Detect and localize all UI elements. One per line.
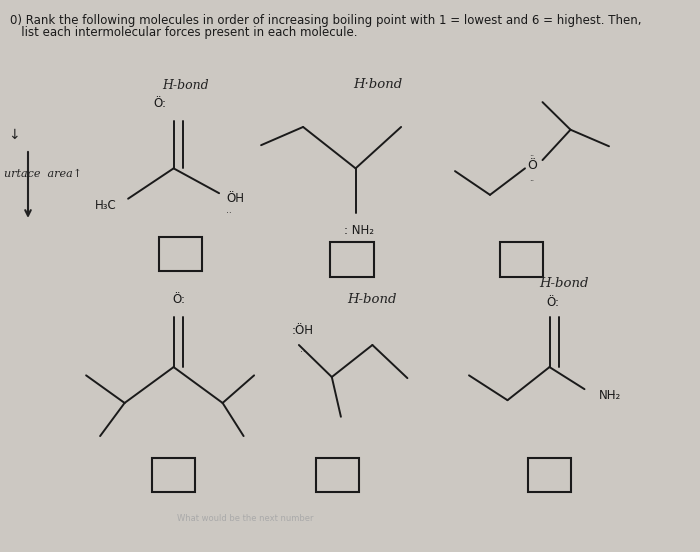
Text: NH₂: NH₂ [598,389,621,402]
Text: ..: .. [226,206,232,215]
Text: What would be the next number: What would be the next number [176,514,314,523]
Text: urtace  area↑: urtace area↑ [4,169,82,179]
Text: Ö:: Ö: [172,293,185,306]
Text: : NH₂: : NH₂ [344,224,374,237]
Text: H·bond: H·bond [354,78,402,91]
Text: Ö: Ö [527,159,537,172]
Text: ↓: ↓ [8,128,20,142]
Text: H-bond: H-bond [162,79,209,92]
Text: 0) Rank the following molecules in order of increasing boiling point with 1 = lo: 0) Rank the following molecules in order… [10,14,642,27]
Text: :ÖH: :ÖH [291,323,314,337]
Bar [316,458,359,492]
Text: ..: .. [529,150,535,158]
Bar [159,237,202,271]
Text: ..: .. [300,345,305,354]
Text: ..: .. [610,388,615,397]
Text: H-bond: H-bond [348,293,397,306]
Bar [528,458,571,492]
Text: Ö:: Ö: [547,296,559,309]
Text: Ö:: Ö: [153,97,166,110]
Text: list each intermolecular forces present in each molecule.: list each intermolecular forces present … [10,26,358,39]
Text: H-bond: H-bond [539,277,588,290]
Bar [330,242,374,277]
Text: ..: .. [529,174,535,183]
Text: H₃C: H₃C [94,199,116,213]
Text: ÖH: ÖH [226,192,244,205]
Bar [152,458,195,492]
Bar [500,242,543,277]
